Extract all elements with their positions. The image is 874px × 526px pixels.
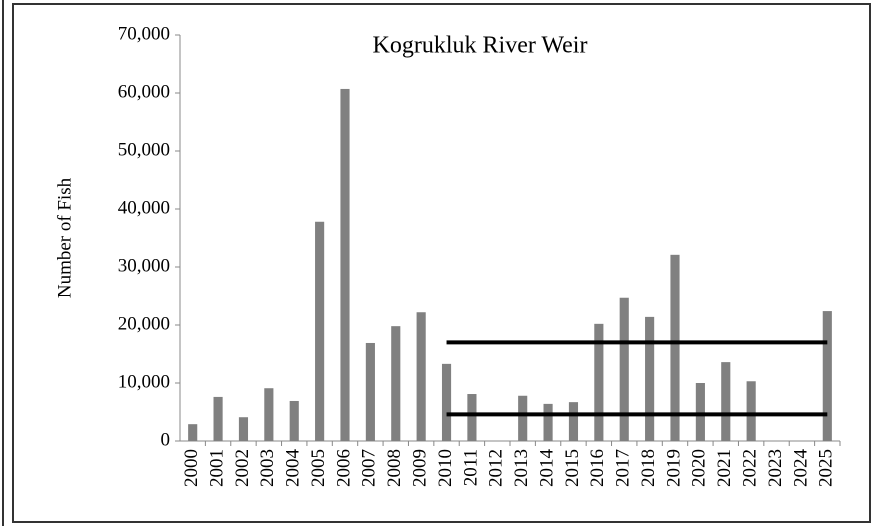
- y-tick-label: 20,000: [118, 313, 170, 334]
- x-tick-label: 2010: [435, 449, 456, 487]
- x-tick-label: 2011: [460, 449, 481, 486]
- x-tick-label: 2016: [587, 449, 608, 487]
- x-tick-label: 2003: [257, 449, 278, 487]
- x-tick-label: 2001: [206, 449, 227, 487]
- bar: [822, 311, 832, 441]
- bar: [721, 362, 731, 441]
- bar: [619, 297, 629, 441]
- bar: [365, 342, 375, 441]
- x-tick-label: 2013: [511, 449, 532, 487]
- y-tick-label: 30,000: [118, 255, 170, 276]
- bar: [391, 326, 401, 441]
- x-tick-label: 2018: [638, 449, 659, 487]
- bar: [213, 396, 223, 441]
- bar: [467, 394, 477, 441]
- x-tick-label: 2014: [536, 449, 557, 488]
- x-tick-label: 2007: [359, 449, 380, 487]
- x-tick-label: 2002: [232, 449, 253, 487]
- y-axis-label: Number of Fish: [54, 177, 75, 298]
- x-tick-label: 2008: [384, 449, 405, 487]
- y-tick-label: 40,000: [118, 197, 170, 218]
- bar: [416, 312, 426, 441]
- frame: [12, 3, 871, 523]
- bar: [568, 402, 579, 441]
- x-tick-label: 2015: [562, 449, 583, 487]
- x-tick-label: 2006: [333, 449, 354, 487]
- y-tick-label: 0: [161, 429, 171, 450]
- bar: [518, 395, 528, 441]
- chart-title: Kogrukluk River Weir: [373, 33, 588, 59]
- x-tick-label: 2000: [181, 449, 202, 487]
- x-tick-label: 2020: [689, 449, 710, 487]
- bar: [238, 417, 249, 441]
- bar: [594, 323, 604, 441]
- bar: [188, 424, 198, 441]
- bar: [315, 221, 325, 441]
- x-tick-label: 2004: [283, 449, 304, 488]
- bar: [645, 316, 655, 441]
- x-tick-label: 2017: [613, 449, 634, 487]
- bar: [746, 381, 756, 441]
- y-tick-label: 10,000: [118, 371, 170, 392]
- bar: [289, 400, 299, 441]
- x-tick-label: 2019: [663, 449, 684, 487]
- x-tick-label: 2005: [308, 449, 329, 487]
- x-tick-label: 2021: [714, 449, 735, 487]
- x-tick-label: 2024: [790, 449, 811, 488]
- x-tick-label: 2025: [816, 449, 837, 487]
- x-tick-label: 2009: [410, 449, 431, 487]
- y-tick-label: 60,000: [118, 81, 170, 102]
- x-tick-label: 2022: [740, 449, 761, 487]
- x-tick-label: 2012: [486, 449, 507, 487]
- bar: [340, 88, 350, 441]
- bar: [441, 363, 452, 441]
- bar: [695, 383, 705, 441]
- bar: [264, 388, 274, 441]
- y-tick-label: 70,000: [118, 23, 170, 44]
- y-tick-label: 50,000: [118, 139, 170, 160]
- bar: [543, 403, 553, 441]
- bar: [670, 254, 680, 441]
- x-tick-label: 2023: [765, 449, 786, 487]
